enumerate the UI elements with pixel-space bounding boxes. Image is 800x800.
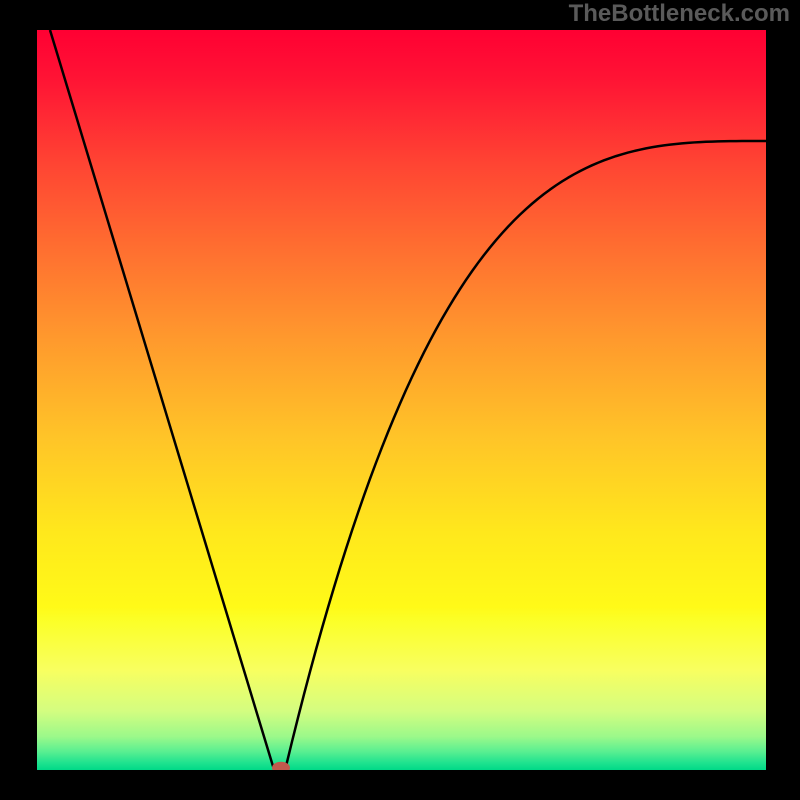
optimal-point-marker — [272, 762, 290, 774]
figure-container: TheBottleneck.com — [0, 0, 800, 800]
bottleneck-chart — [0, 0, 800, 800]
watermark-text: TheBottleneck.com — [569, 0, 790, 28]
